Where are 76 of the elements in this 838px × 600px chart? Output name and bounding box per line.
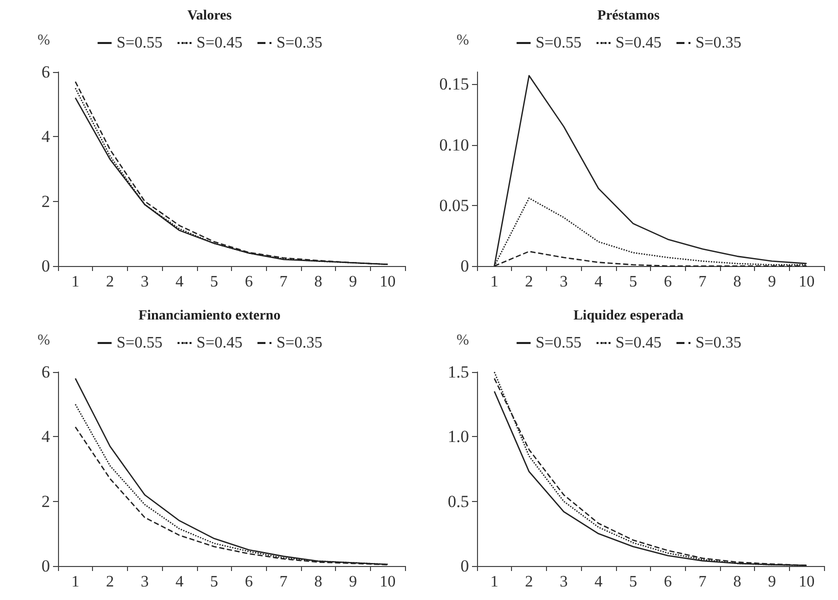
legend-label: S=0.45 [616, 34, 662, 52]
x-tick-label: 7 [280, 574, 288, 590]
chart-title: Financiamiento externo [138, 308, 280, 324]
y-tick-label: 6 [42, 62, 50, 82]
x-tick-label: 7 [698, 574, 707, 590]
x-tick-label: 8 [733, 574, 742, 590]
y-tick-label: 2 [42, 192, 50, 211]
y-tick-label: 2 [42, 492, 50, 511]
x-tick-label: 5 [629, 574, 638, 590]
x-tick-label: 10 [798, 274, 815, 290]
x-tick-label: 3 [560, 574, 568, 590]
y-tick-label: 1.5 [448, 362, 469, 382]
x-tick-label: 3 [140, 574, 149, 590]
legend-label: S=0.35 [695, 334, 742, 352]
x-tick-label: 6 [244, 274, 253, 290]
x-tick-label: 9 [768, 574, 776, 590]
x-tick-label: 10 [380, 574, 396, 590]
y-axis-title: % [38, 332, 50, 348]
legend-label: S=0.55 [116, 334, 163, 352]
y-axis-title: % [456, 32, 469, 48]
y-tick-label: 0 [460, 556, 469, 576]
x-tick-label: 9 [348, 574, 357, 590]
legend-label: S=0.45 [196, 34, 242, 52]
x-tick-label: 5 [210, 274, 218, 290]
x-tick-label: 6 [664, 574, 672, 590]
legend-label: S=0.45 [616, 334, 662, 352]
legend-label: S=0.35 [276, 334, 322, 352]
y-tick-label: 0.10 [439, 135, 469, 154]
x-tick-label: 9 [768, 274, 776, 290]
legend-label: S=0.55 [536, 34, 582, 52]
x-tick-label: 2 [106, 274, 114, 290]
x-tick-label: 1 [71, 274, 80, 290]
x-tick-label: 10 [798, 574, 815, 590]
y-tick-label: 6 [42, 362, 50, 382]
x-tick-label: 4 [175, 274, 184, 290]
y-tick-label: 1.0 [448, 427, 469, 446]
y-tick-label: 4 [42, 427, 50, 446]
x-tick-label: 2 [525, 574, 534, 590]
x-tick-label: 1 [490, 574, 498, 590]
x-tick-label: 2 [106, 574, 114, 590]
y-tick-label: 0 [42, 556, 50, 576]
chart-title: Valores [187, 8, 232, 24]
legend-label: S=0.35 [695, 34, 742, 52]
x-tick-label: 6 [244, 574, 253, 590]
legend-label: S=0.55 [116, 34, 163, 52]
x-tick-label: 4 [594, 574, 602, 590]
x-tick-label: 10 [380, 274, 396, 290]
legend-label: S=0.55 [536, 334, 582, 352]
x-tick-label: 8 [314, 274, 322, 290]
x-tick-label: 6 [664, 274, 672, 290]
y-axis-title: % [38, 32, 50, 48]
y-tick-label: 0.05 [439, 196, 469, 215]
x-tick-label: 7 [280, 274, 288, 290]
x-tick-label: 8 [314, 574, 322, 590]
x-tick-label: 4 [594, 274, 602, 290]
x-tick-label: 3 [560, 274, 568, 290]
y-tick-label: 0 [42, 256, 50, 276]
x-tick-label: 7 [698, 274, 707, 290]
x-tick-label: 1 [490, 274, 498, 290]
x-tick-label: 5 [629, 274, 638, 290]
x-tick-label: 2 [525, 274, 534, 290]
y-axis-title: % [456, 332, 469, 348]
x-tick-label: 5 [210, 574, 218, 590]
chart-title: Liquidez esperada [573, 308, 684, 324]
legend-label: S=0.35 [276, 34, 322, 52]
x-tick-label: 8 [733, 274, 742, 290]
legend-label: S=0.45 [196, 334, 242, 352]
x-tick-label: 9 [348, 274, 357, 290]
chart-title: Préstamos [597, 8, 660, 24]
x-tick-label: 3 [140, 274, 149, 290]
y-tick-label: 4 [42, 127, 50, 146]
y-tick-label: 0.15 [439, 74, 469, 94]
x-tick-label: 1 [71, 574, 80, 590]
x-tick-label: 4 [175, 574, 184, 590]
y-tick-label: 0.5 [448, 492, 469, 511]
y-tick-label: 0 [460, 256, 469, 276]
